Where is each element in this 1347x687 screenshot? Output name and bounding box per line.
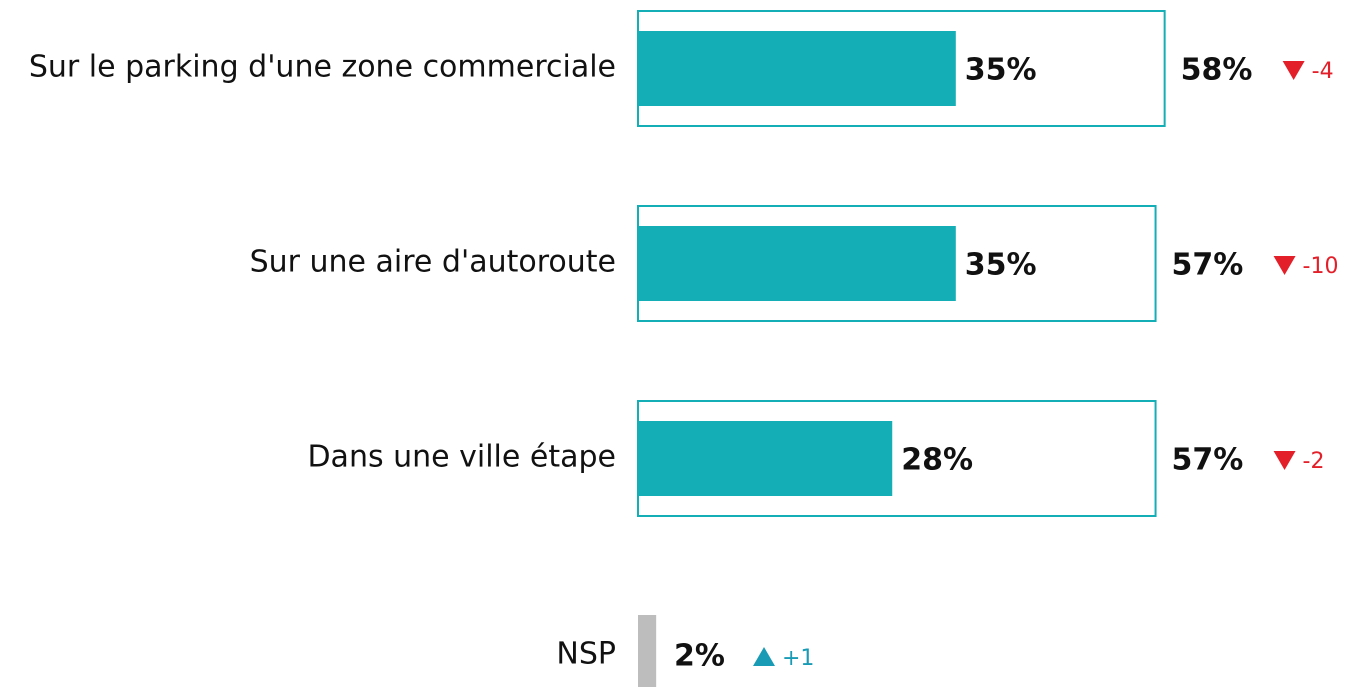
total-label: 57% <box>1172 443 1244 478</box>
category-label: Dans une ville étape <box>307 440 616 475</box>
nsp-value-label: 2% <box>674 639 725 674</box>
total-label: 57% <box>1172 248 1244 283</box>
change-label: -10 <box>1303 254 1339 279</box>
category-label: Sur le parking d'une zone commerciale <box>29 50 616 85</box>
down-arrow <box>1273 451 1296 470</box>
down-arrow <box>1282 61 1305 80</box>
bar <box>638 31 956 106</box>
value-label: 35% <box>965 248 1037 283</box>
change-label: -2 <box>1303 449 1325 474</box>
value-label: 35% <box>965 53 1037 88</box>
category-label: Sur une aire d'autoroute <box>250 245 616 280</box>
bar <box>638 421 893 496</box>
up-arrow <box>753 647 775 666</box>
nsp-change-label: +1 <box>782 646 814 671</box>
value-label: 28% <box>901 443 973 478</box>
nsp-label: NSP <box>556 637 616 672</box>
total-label: 58% <box>1181 53 1253 88</box>
change-label: -4 <box>1312 59 1334 84</box>
down-arrow <box>1273 256 1296 275</box>
nsp-bar <box>638 615 657 687</box>
bar <box>638 226 956 301</box>
